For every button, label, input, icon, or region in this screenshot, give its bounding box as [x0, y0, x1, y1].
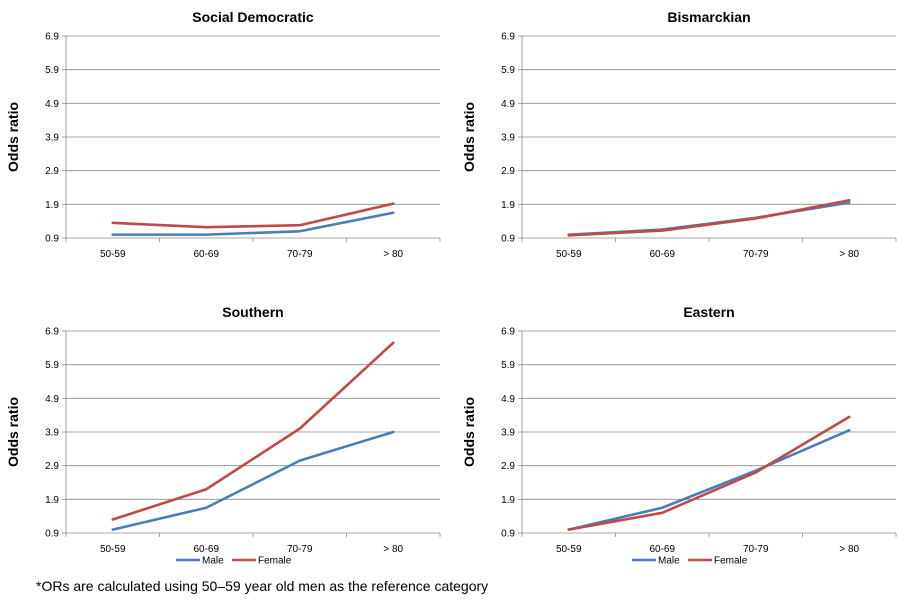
- y-tick-label: 5.9: [45, 360, 59, 371]
- x-tick-label: 50-59: [556, 249, 582, 260]
- x-tick-label: > 80: [383, 249, 403, 260]
- chart-title: Bismarckian: [667, 9, 750, 25]
- y-tick-label: 1.9: [45, 495, 59, 506]
- chart-3: Eastern Odds ratio 0.9 1.9 2.9 3.9 4.9 5.9 6.9 50…: [461, 304, 897, 567]
- x-tick-label: 70-79: [287, 544, 313, 555]
- series-line-male: [111, 211, 395, 236]
- x-tick-label: > 80: [383, 544, 403, 555]
- y-tick-label: 0.9: [45, 529, 59, 540]
- x-tick-label: 50-59: [556, 544, 582, 555]
- y-tick-label: 0.9: [501, 529, 515, 540]
- x-tick-label: > 80: [839, 544, 859, 555]
- series-line-male: [111, 430, 395, 531]
- chart-title: Southern: [222, 304, 283, 320]
- y-tick-label: 4.9: [501, 99, 515, 110]
- series-line-female: [567, 415, 851, 531]
- y-tick-label: 6.9: [501, 327, 515, 338]
- y-tick-label: 2.9: [501, 166, 515, 177]
- y-tick-label: 5.9: [45, 65, 59, 76]
- y-tick-label: 1.9: [501, 200, 515, 211]
- y-axis-label: Odds ratio: [5, 397, 21, 467]
- series-line-female: [111, 202, 395, 229]
- legend-label-female: Female: [258, 556, 292, 567]
- x-tick-label: 60-69: [193, 544, 219, 555]
- y-tick-label: 2.9: [45, 461, 59, 472]
- legend-label-male: Male: [202, 556, 224, 567]
- y-tick-label: 3.9: [45, 428, 59, 439]
- x-tick-label: 60-69: [649, 544, 675, 555]
- x-tick-label: 70-79: [743, 249, 769, 260]
- x-tick-label: 50-59: [100, 544, 126, 555]
- legend-label-female: Female: [714, 556, 748, 567]
- x-tick-label: 50-59: [100, 249, 126, 260]
- y-tick-label: 0.9: [501, 234, 515, 245]
- x-tick-label: 60-69: [649, 249, 675, 260]
- y-tick-label: 4.9: [501, 394, 515, 405]
- series-line-male: [567, 429, 851, 531]
- x-tick-label: 60-69: [193, 249, 219, 260]
- y-tick-label: 2.9: [501, 461, 515, 472]
- y-tick-label: 6.9: [45, 327, 59, 338]
- chart-title: Eastern: [683, 304, 734, 320]
- series-line-female: [111, 341, 395, 521]
- y-tick-label: 3.9: [501, 428, 515, 439]
- y-axis-label: Odds ratio: [461, 102, 477, 172]
- x-tick-label: > 80: [839, 249, 859, 260]
- y-tick-label: 3.9: [45, 133, 59, 144]
- series-line-female: [567, 198, 851, 237]
- chart-2: Southern Odds ratio 0.9 1.9 2.9 3.9 4.9 5.9 6.9 5…: [5, 304, 441, 567]
- y-tick-label: 5.9: [501, 360, 515, 371]
- x-tick-label: 70-79: [287, 249, 313, 260]
- y-tick-label: 1.9: [45, 200, 59, 211]
- y-tick-label: 4.9: [45, 99, 59, 110]
- y-tick-label: 4.9: [45, 394, 59, 405]
- legend-label-male: Male: [658, 556, 680, 567]
- y-tick-label: 6.9: [501, 32, 515, 43]
- x-tick-label: 70-79: [743, 544, 769, 555]
- y-tick-label: 1.9: [501, 495, 515, 506]
- y-tick-label: 6.9: [45, 32, 59, 43]
- y-tick-label: 3.9: [501, 133, 515, 144]
- y-tick-label: 2.9: [45, 166, 59, 177]
- legend: Male Female: [632, 556, 748, 567]
- chart-title: Social Democratic: [192, 9, 314, 25]
- legend: Male Female: [176, 556, 292, 567]
- footnote: *ORs are calculated using 50–59 year old…: [36, 578, 489, 594]
- y-tick-label: 5.9: [501, 65, 515, 76]
- chart-0: Social Democratic Odds ratio 0.9 1.9 2.9 3.9 4…: [5, 9, 441, 260]
- y-axis-label: Odds ratio: [5, 102, 21, 172]
- y-axis-label: Odds ratio: [461, 397, 477, 467]
- chart-1: Bismarckian Odds ratio 0.9 1.9 2.9 3.9 4.9 5.9 6…: [461, 9, 897, 260]
- y-tick-label: 0.9: [45, 234, 59, 245]
